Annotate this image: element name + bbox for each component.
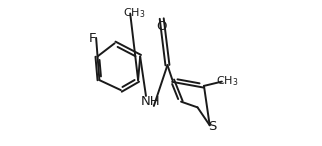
Text: F: F	[89, 32, 96, 45]
Text: S: S	[208, 120, 217, 133]
Text: NH: NH	[140, 95, 160, 108]
Text: O: O	[156, 20, 166, 33]
Text: CH$_3$: CH$_3$	[216, 75, 239, 88]
Text: CH$_3$: CH$_3$	[123, 7, 146, 20]
